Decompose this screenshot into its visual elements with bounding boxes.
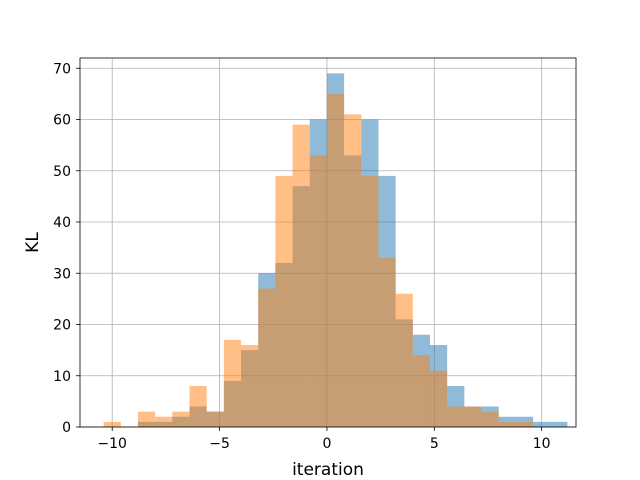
histogram-bar-series-2: [344, 114, 362, 427]
y-tick-label: 60: [53, 113, 71, 129]
histogram-bar-series-2: [258, 288, 276, 427]
histogram-bar-series-2: [498, 421, 516, 427]
y-tick-label: 70: [53, 61, 71, 77]
histogram-bars: [103, 73, 568, 427]
y-tick-label: 50: [53, 164, 71, 180]
histogram-bar-series-2: [275, 175, 293, 427]
x-tick-label: 10: [533, 436, 551, 452]
histogram-bar-series-2: [378, 257, 396, 427]
histogram-bar-series-2: [464, 406, 482, 427]
x-tick-label: −5: [209, 436, 230, 452]
x-tick-label: −10: [97, 436, 127, 452]
histogram-bar-series-2: [292, 124, 310, 427]
y-axis-label: KL: [23, 232, 43, 253]
histogram-bar-series-2: [172, 411, 190, 427]
y-tick-label: 10: [53, 369, 71, 385]
axis-ticks: −10 −5 0 5 10 0 10 20 30 40 50 60 70: [53, 61, 550, 452]
histogram-bar-series-2: [412, 355, 430, 427]
histogram-bar-series-2: [189, 386, 207, 427]
histogram-bar-series-2: [155, 416, 173, 427]
histogram-bar-series-2: [361, 175, 379, 427]
y-tick-label: 40: [53, 215, 71, 231]
y-tick-label: 0: [62, 420, 71, 436]
y-tick-label: 20: [53, 318, 71, 334]
histogram-bar-series-2: [481, 411, 499, 427]
histogram-bar-series-2: [309, 155, 327, 427]
histogram-bar-series-2: [241, 345, 259, 427]
histogram-bar-series-2: [447, 406, 465, 427]
y-tick-label: 30: [53, 266, 71, 282]
plot-frame: [79, 57, 577, 428]
histogram-bar-series-2: [429, 370, 448, 427]
x-tick-label: 0: [322, 436, 331, 452]
histogram-bar-series-2: [223, 339, 242, 427]
histogram-bar-series-2: [515, 421, 534, 427]
histogram-bar-series-2: [103, 421, 121, 427]
histogram-bar-series-2: [395, 293, 413, 427]
x-tick-label: 5: [430, 436, 439, 452]
histogram-bar-series-1: [550, 421, 568, 427]
histogram-bar-series-2: [326, 93, 345, 427]
histogram-bar-series-2: [206, 411, 224, 427]
histogram-bar-series-1: [533, 421, 551, 427]
x-axis-label: iteration: [292, 460, 364, 480]
histogram-bar-series-2: [137, 411, 156, 427]
